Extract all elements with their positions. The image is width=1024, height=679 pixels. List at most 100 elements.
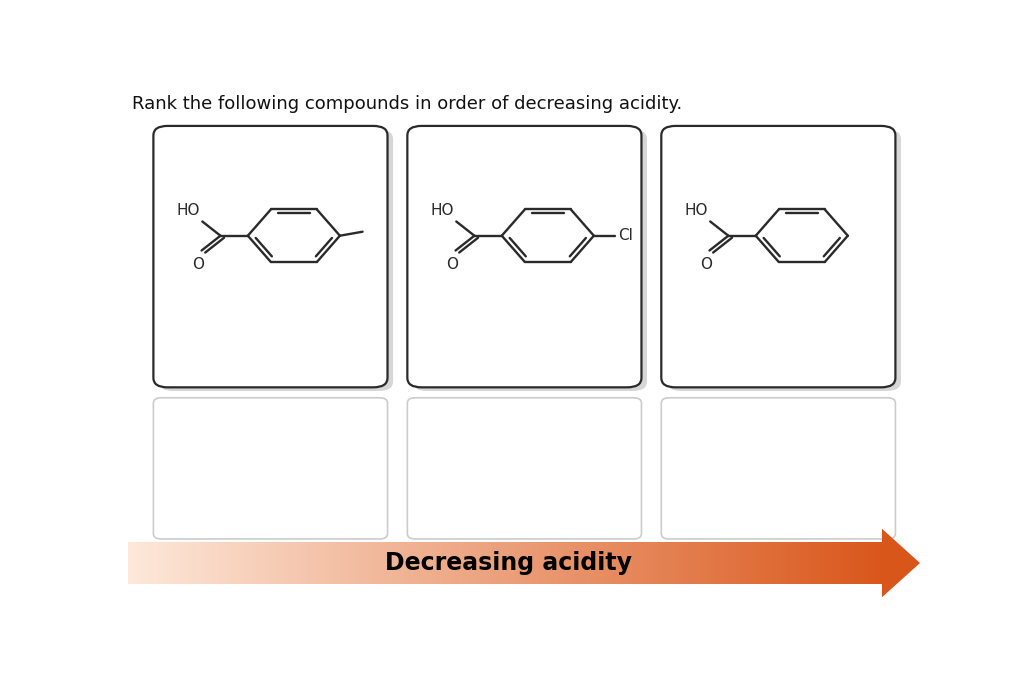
Bar	[306, 542, 309, 585]
Bar	[282, 542, 285, 585]
Bar	[425, 542, 428, 585]
Bar	[831, 542, 835, 585]
Bar	[309, 542, 312, 585]
Bar	[653, 542, 656, 585]
Bar	[185, 542, 189, 585]
Bar	[721, 542, 724, 585]
Bar	[304, 542, 307, 585]
Bar	[578, 542, 582, 585]
Bar	[711, 542, 715, 585]
Bar	[261, 542, 264, 585]
Bar	[837, 542, 840, 585]
Bar	[349, 542, 352, 585]
Bar	[636, 542, 639, 585]
Bar	[432, 542, 435, 585]
Bar	[484, 542, 488, 585]
Bar	[869, 542, 872, 585]
Bar	[880, 542, 883, 585]
Bar	[674, 542, 677, 585]
Bar	[655, 542, 659, 585]
Bar	[664, 542, 667, 585]
Bar	[356, 542, 360, 585]
Bar	[143, 542, 146, 585]
Bar	[807, 542, 810, 585]
Bar	[862, 542, 865, 585]
Bar	[515, 542, 518, 585]
Bar	[671, 542, 674, 585]
Bar	[633, 542, 637, 585]
Bar	[221, 542, 224, 585]
Bar	[382, 542, 385, 585]
Bar	[543, 542, 546, 585]
Text: HO: HO	[684, 204, 708, 219]
Bar	[572, 542, 577, 585]
Bar	[545, 542, 549, 585]
Bar	[444, 542, 447, 585]
Bar	[394, 542, 397, 585]
Bar	[231, 542, 234, 585]
Bar	[743, 542, 748, 585]
Bar	[399, 542, 402, 585]
FancyBboxPatch shape	[662, 398, 895, 539]
Bar	[342, 542, 345, 585]
Bar	[397, 542, 400, 585]
Bar	[450, 542, 453, 585]
Bar	[558, 542, 561, 585]
Bar	[135, 542, 139, 585]
Bar	[701, 542, 705, 585]
Bar	[615, 542, 618, 585]
Bar	[731, 542, 734, 585]
Bar	[610, 542, 613, 585]
Bar	[698, 542, 701, 585]
Bar	[339, 542, 342, 585]
Bar	[437, 542, 440, 585]
Bar	[379, 542, 383, 585]
Bar	[457, 542, 461, 585]
Bar	[693, 542, 696, 585]
Bar	[392, 542, 395, 585]
Bar	[605, 542, 609, 585]
Bar	[375, 542, 378, 585]
Bar	[792, 542, 795, 585]
Bar	[194, 542, 197, 585]
Bar	[156, 542, 159, 585]
Bar	[726, 542, 729, 585]
Bar	[361, 542, 365, 585]
Bar	[749, 542, 752, 585]
Bar	[407, 542, 411, 585]
Bar	[548, 542, 551, 585]
Bar	[246, 542, 250, 585]
Text: O: O	[700, 257, 713, 272]
Bar	[130, 542, 134, 585]
Bar	[168, 542, 171, 585]
Bar	[337, 542, 340, 585]
Bar	[553, 542, 556, 585]
Bar	[560, 542, 563, 585]
Bar	[563, 542, 566, 585]
Bar	[434, 542, 438, 585]
Bar	[809, 542, 812, 585]
Bar	[188, 542, 191, 585]
Bar	[555, 542, 558, 585]
Bar	[819, 542, 822, 585]
Bar	[372, 542, 375, 585]
Bar	[480, 542, 483, 585]
Bar	[532, 542, 536, 585]
Bar	[786, 542, 790, 585]
Bar	[797, 542, 800, 585]
Bar	[133, 542, 136, 585]
Bar	[384, 542, 388, 585]
Bar	[852, 542, 855, 585]
Bar	[430, 542, 433, 585]
Bar	[412, 542, 416, 585]
Bar	[764, 542, 767, 585]
Bar	[567, 542, 571, 585]
Bar	[738, 542, 742, 585]
Bar	[741, 542, 744, 585]
FancyBboxPatch shape	[662, 126, 895, 387]
Bar	[404, 542, 408, 585]
Bar	[163, 542, 167, 585]
Bar	[402, 542, 406, 585]
Bar	[799, 542, 802, 585]
Bar	[138, 542, 141, 585]
